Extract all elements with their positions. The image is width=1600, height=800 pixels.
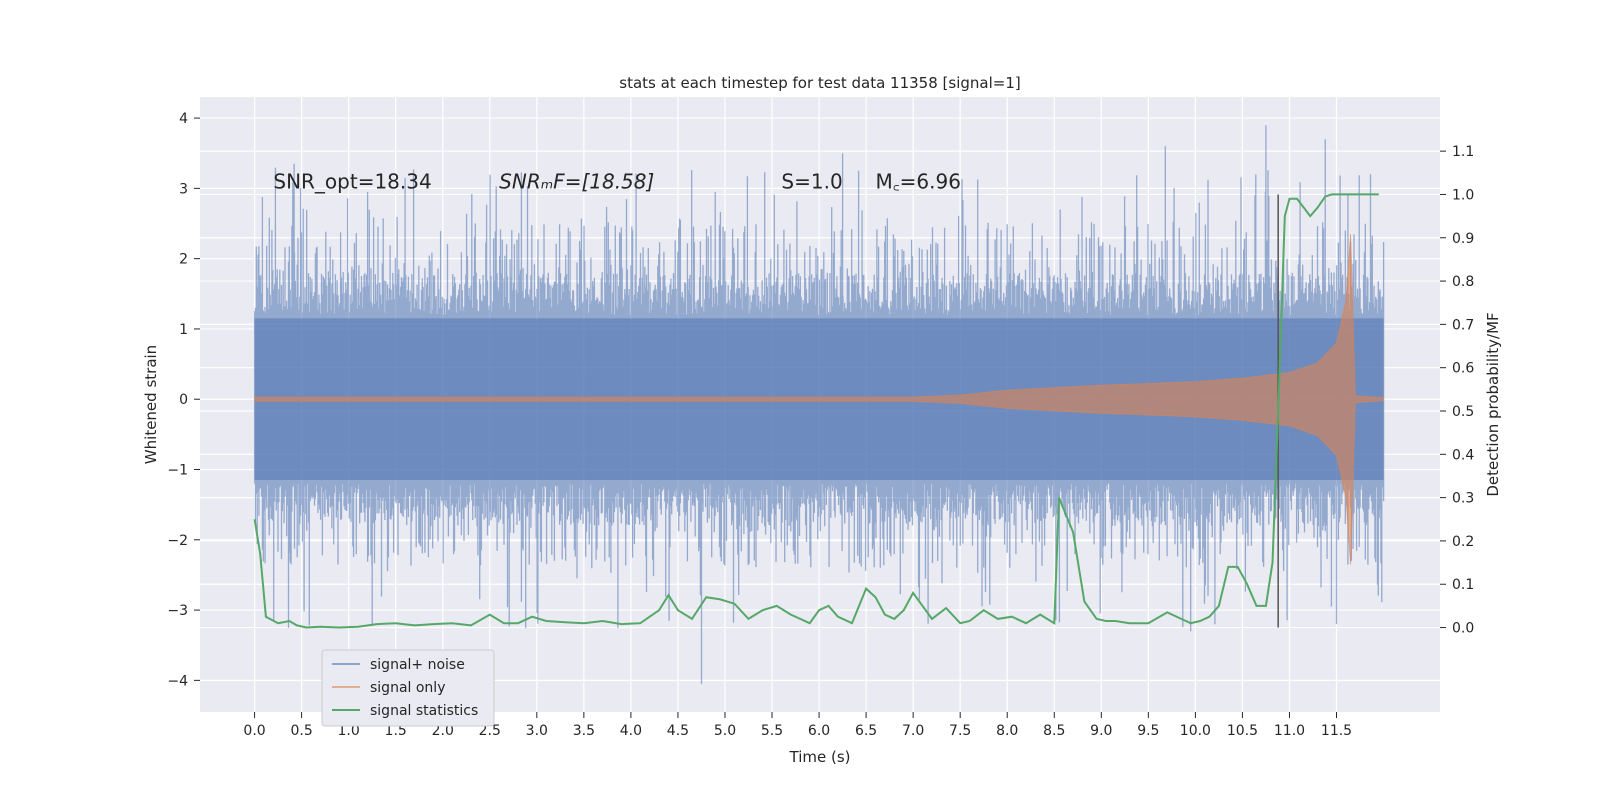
x-tick-label: 2.0 bbox=[432, 723, 454, 739]
y-left-tick-label: 1 bbox=[179, 322, 188, 338]
annotation-s: S=1.0 bbox=[781, 169, 842, 193]
x-tick-label: 10.5 bbox=[1227, 723, 1258, 739]
legend-label-signal-statistics: signal statistics bbox=[370, 703, 478, 719]
chart-title: stats at each timestep for test data 113… bbox=[619, 74, 1020, 92]
x-tick-label: 11.0 bbox=[1274, 723, 1305, 739]
y-right-tick-label: 0.3 bbox=[1452, 491, 1474, 507]
y-left-tick-label: 2 bbox=[179, 252, 188, 268]
legend: signal+ noise signal only signal statist… bbox=[321, 649, 495, 727]
x-tick-label: 9.0 bbox=[1090, 723, 1112, 739]
x-tick-label: 6.0 bbox=[808, 723, 830, 739]
y-right-tick-label: 0.2 bbox=[1452, 534, 1474, 550]
y-right-tick-label: 0.7 bbox=[1452, 317, 1474, 333]
x-tick-label: 1.0 bbox=[338, 723, 360, 739]
x-tick-label: 7.0 bbox=[902, 723, 924, 739]
annotation-snr-opt: SNR_opt=18.34 bbox=[273, 169, 431, 193]
annotation-snr-mf: SNRₘF=[18.58] bbox=[499, 169, 654, 193]
x-tick-label: 3.0 bbox=[526, 723, 548, 739]
x-tick-label: 2.5 bbox=[479, 723, 501, 739]
y-right-tick-label: 0.1 bbox=[1452, 577, 1474, 593]
x-tick-label: 8.5 bbox=[1043, 723, 1065, 739]
x-tick-label: 7.5 bbox=[949, 723, 971, 739]
y-left-tick-label: −4 bbox=[167, 673, 188, 689]
x-tick-label: 0.0 bbox=[243, 723, 265, 739]
legend-label-signal-only: signal only bbox=[370, 680, 445, 696]
series-signal-only bbox=[254, 234, 1384, 565]
y-axis-label-right: Detection probability/MF bbox=[1484, 312, 1502, 496]
y-right-tick-label: 0.9 bbox=[1452, 231, 1474, 247]
y-right-tick-label: 1.0 bbox=[1452, 187, 1474, 203]
y-left-tick-label: 0 bbox=[179, 392, 188, 408]
x-tick-label: 5.5 bbox=[761, 723, 783, 739]
x-tick-label: 4.0 bbox=[620, 723, 642, 739]
y-left-tick-label: −1 bbox=[167, 463, 188, 479]
x-tick-label: 9.5 bbox=[1137, 723, 1159, 739]
y-right-tick-label: 0.5 bbox=[1452, 404, 1474, 420]
annotation-mc: M꜀=6.96 bbox=[876, 169, 961, 193]
series-signal-statistics bbox=[253, 193, 1379, 629]
y-right-tick-label: 0.0 bbox=[1452, 621, 1474, 637]
x-tick-label: 0.5 bbox=[290, 723, 312, 739]
x-tick-label: 4.5 bbox=[667, 723, 689, 739]
y-left-tick-label: 4 bbox=[179, 111, 188, 127]
x-tick-label: 3.5 bbox=[573, 723, 595, 739]
x-tick-label: 6.5 bbox=[855, 723, 877, 739]
x-tick-label: 11.5 bbox=[1321, 723, 1352, 739]
y-left-tick-label: 3 bbox=[179, 181, 188, 197]
x-tick-label: 10.0 bbox=[1180, 723, 1211, 739]
x-tick-label: 1.5 bbox=[385, 723, 407, 739]
x-axis-label: Time (s) bbox=[789, 748, 851, 766]
y-right-tick-label: 1.1 bbox=[1452, 144, 1474, 160]
axis-ticks: 0.0 0.5 1.0 1.5 2.0 2.5 3.0 3.5 4.0 4.5 5.0 5.5 6.0 6… bbox=[167, 111, 1474, 739]
legend-box bbox=[321, 649, 495, 727]
y-axis-label-left: Whitened strain bbox=[142, 345, 160, 464]
y-right-tick-label: 0.6 bbox=[1452, 361, 1474, 377]
y-right-tick-label: 0.4 bbox=[1452, 447, 1474, 463]
y-left-tick-label: −2 bbox=[167, 533, 188, 549]
x-tick-label: 8.0 bbox=[996, 723, 1018, 739]
y-right-tick-label: 0.8 bbox=[1452, 274, 1474, 290]
x-tick-label: 5.0 bbox=[714, 723, 736, 739]
y-left-tick-label: −3 bbox=[167, 603, 188, 619]
legend-label-signal-noise: signal+ noise bbox=[370, 657, 465, 673]
